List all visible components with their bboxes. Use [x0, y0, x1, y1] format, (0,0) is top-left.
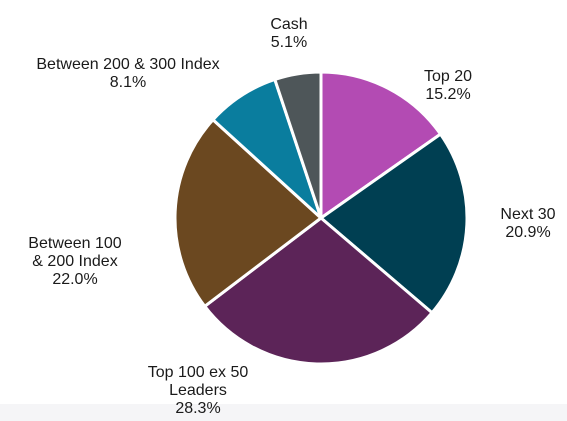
- label-cash: Cash 5.1%: [254, 16, 324, 52]
- label-between-100-200-index-line-2: & 200 Index: [32, 253, 118, 270]
- label-between-100-200-index-value: 22.0%: [52, 271, 98, 288]
- label-cash-value: 5.1%: [270, 34, 308, 51]
- label-top-100-ex-50-leaders: Top 100 ex 50 Leaders 28.3%: [118, 364, 278, 418]
- pie-slice-cash: [273, 70, 323, 220]
- pie-slice-between-100-200-index: [173, 118, 323, 308]
- label-next-30: Next 30 20.9%: [488, 206, 567, 242]
- label-top-20: Top 20 15.2%: [398, 68, 498, 104]
- label-between-100-200-index: Between 100 & 200 Index 22.0%: [10, 235, 140, 289]
- label-top-20-name: Top 20: [423, 68, 473, 85]
- pie-slice-next-30: [319, 132, 469, 315]
- label-top-100-ex-50-leaders-line-1: Top 100 ex 50: [147, 364, 249, 381]
- label-top-100-ex-50-leaders-line-2: Leaders: [169, 382, 227, 399]
- label-next-30-name: Next 30: [500, 206, 556, 223]
- label-between-200-300-index-name: Between 200 & 300 Index: [36, 56, 220, 73]
- label-top-100-ex-50-leaders-value: 28.3%: [175, 400, 221, 417]
- label-next-30-value: 20.9%: [505, 224, 551, 241]
- label-top-20-value: 15.2%: [425, 86, 471, 103]
- label-between-200-300-index-value: 8.1%: [109, 74, 147, 91]
- pie-slice-top-100-ex-50-leaders: [203, 216, 434, 366]
- label-cash-name: Cash: [270, 16, 308, 33]
- bottom-band: [0, 404, 567, 421]
- label-between-200-300-index: Between 200 & 300 Index 8.1%: [0, 56, 256, 92]
- label-between-100-200-index-line-1: Between 100: [28, 235, 122, 252]
- pie-slice-top-20: [319, 70, 443, 220]
